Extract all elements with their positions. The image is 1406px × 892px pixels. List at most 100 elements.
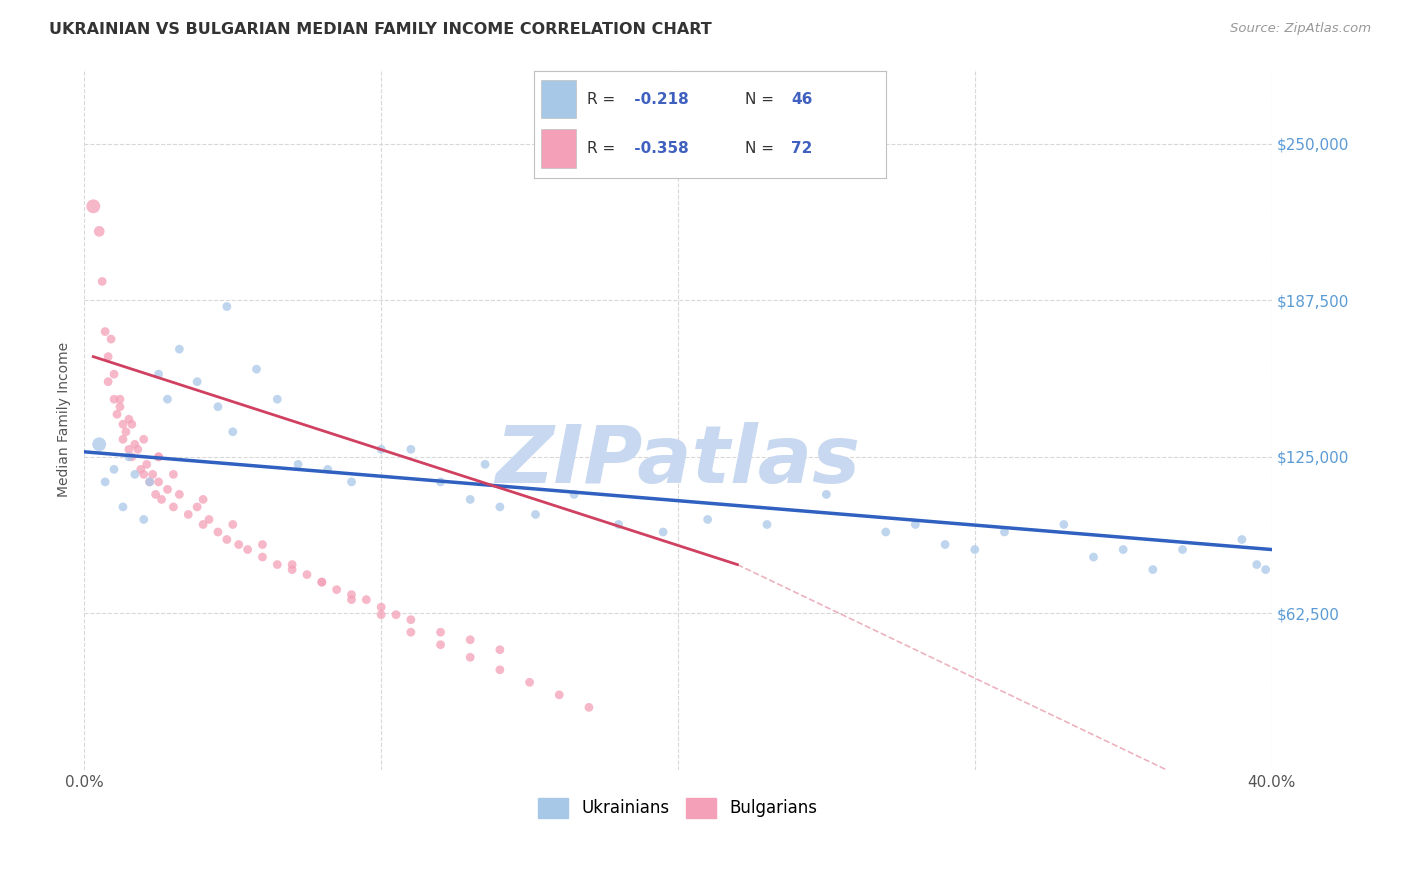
Point — [429, 475, 451, 489]
Point — [148, 450, 170, 464]
Bar — [541, 129, 576, 168]
Point — [111, 500, 134, 514]
Point — [207, 400, 229, 414]
Point — [1254, 563, 1277, 577]
Point — [138, 475, 160, 489]
Point — [127, 442, 149, 457]
Point — [169, 342, 191, 356]
Point — [370, 600, 392, 615]
Y-axis label: Median Family Income: Median Family Income — [58, 342, 72, 497]
Text: R =: R = — [588, 141, 616, 156]
Point — [142, 467, 165, 482]
Point — [266, 392, 288, 407]
Point — [458, 492, 481, 507]
Point — [578, 700, 600, 714]
Point — [652, 524, 675, 539]
Point — [118, 442, 141, 457]
Point — [287, 458, 309, 472]
Point — [91, 275, 114, 289]
Point — [756, 517, 779, 532]
Point — [118, 412, 141, 426]
Point — [489, 663, 512, 677]
Point — [191, 492, 214, 507]
Point — [124, 467, 146, 482]
Point — [815, 487, 838, 501]
Point — [169, 487, 191, 501]
Point — [295, 567, 318, 582]
Point — [236, 542, 259, 557]
Point — [132, 467, 155, 482]
Point — [111, 417, 134, 432]
Point — [399, 442, 422, 457]
Text: N =: N = — [745, 141, 775, 156]
Point — [399, 625, 422, 640]
Text: 46: 46 — [790, 92, 813, 107]
Point — [489, 642, 512, 657]
Point — [191, 517, 214, 532]
Point — [429, 625, 451, 640]
Point — [429, 638, 451, 652]
Point — [934, 537, 956, 551]
Point — [311, 575, 333, 590]
Point — [340, 592, 363, 607]
Point — [370, 442, 392, 457]
Point — [245, 362, 267, 376]
Point — [607, 517, 630, 532]
Point — [132, 432, 155, 446]
Point — [89, 437, 111, 451]
Point — [993, 524, 1015, 539]
Point — [148, 367, 170, 381]
Point — [266, 558, 288, 572]
Point — [325, 582, 347, 597]
Point — [1053, 517, 1076, 532]
Point — [228, 537, 250, 551]
Point — [281, 558, 304, 572]
Point — [474, 458, 496, 472]
Point — [94, 475, 117, 489]
Point — [207, 524, 229, 539]
Point — [82, 199, 104, 213]
Text: Source: ZipAtlas.com: Source: ZipAtlas.com — [1230, 22, 1371, 36]
Text: UKRAINIAN VS BULGARIAN MEDIAN FAMILY INCOME CORRELATION CHART: UKRAINIAN VS BULGARIAN MEDIAN FAMILY INC… — [49, 22, 711, 37]
Point — [222, 425, 245, 439]
Point — [1142, 563, 1164, 577]
Point — [105, 407, 128, 421]
Point — [115, 425, 138, 439]
Point — [162, 467, 184, 482]
Point — [138, 475, 160, 489]
Point — [1112, 542, 1135, 557]
Point — [562, 487, 585, 501]
Text: N =: N = — [745, 92, 775, 107]
Point — [148, 475, 170, 489]
Point — [186, 500, 208, 514]
Point — [1230, 533, 1253, 547]
Point — [103, 462, 125, 476]
Point — [108, 392, 131, 407]
Point — [156, 483, 179, 497]
Point — [145, 487, 167, 501]
Point — [252, 537, 274, 551]
Point — [103, 367, 125, 381]
Point — [135, 458, 157, 472]
Point — [198, 512, 221, 526]
Point — [118, 450, 141, 464]
Point — [97, 350, 120, 364]
Point — [111, 432, 134, 446]
Point — [150, 492, 173, 507]
Point — [458, 632, 481, 647]
Point — [94, 325, 117, 339]
Point — [281, 563, 304, 577]
Point — [252, 549, 274, 564]
Point — [177, 508, 200, 522]
Bar — [541, 80, 576, 119]
Text: -0.358: -0.358 — [630, 141, 689, 156]
Point — [356, 592, 378, 607]
Point — [215, 533, 238, 547]
Point — [100, 332, 122, 346]
Point — [121, 417, 143, 432]
Point — [108, 400, 131, 414]
Point — [97, 375, 120, 389]
Point — [963, 542, 986, 557]
Text: ZIPatlas: ZIPatlas — [495, 422, 860, 500]
Point — [89, 224, 111, 238]
